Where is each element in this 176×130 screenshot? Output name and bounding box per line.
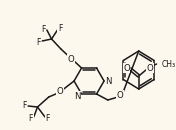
Text: F: F: [41, 24, 45, 34]
Text: F: F: [29, 113, 33, 122]
Text: CH₃: CH₃: [161, 60, 175, 69]
Text: F: F: [58, 24, 62, 32]
Text: F: F: [46, 113, 50, 122]
Text: O: O: [57, 86, 63, 96]
Text: N: N: [105, 76, 112, 86]
Text: F: F: [22, 100, 27, 109]
Text: O: O: [68, 54, 75, 63]
Text: O: O: [123, 63, 130, 73]
Text: N: N: [75, 92, 81, 100]
Text: O: O: [117, 90, 123, 99]
Text: O: O: [147, 63, 153, 73]
Text: F: F: [36, 37, 41, 47]
